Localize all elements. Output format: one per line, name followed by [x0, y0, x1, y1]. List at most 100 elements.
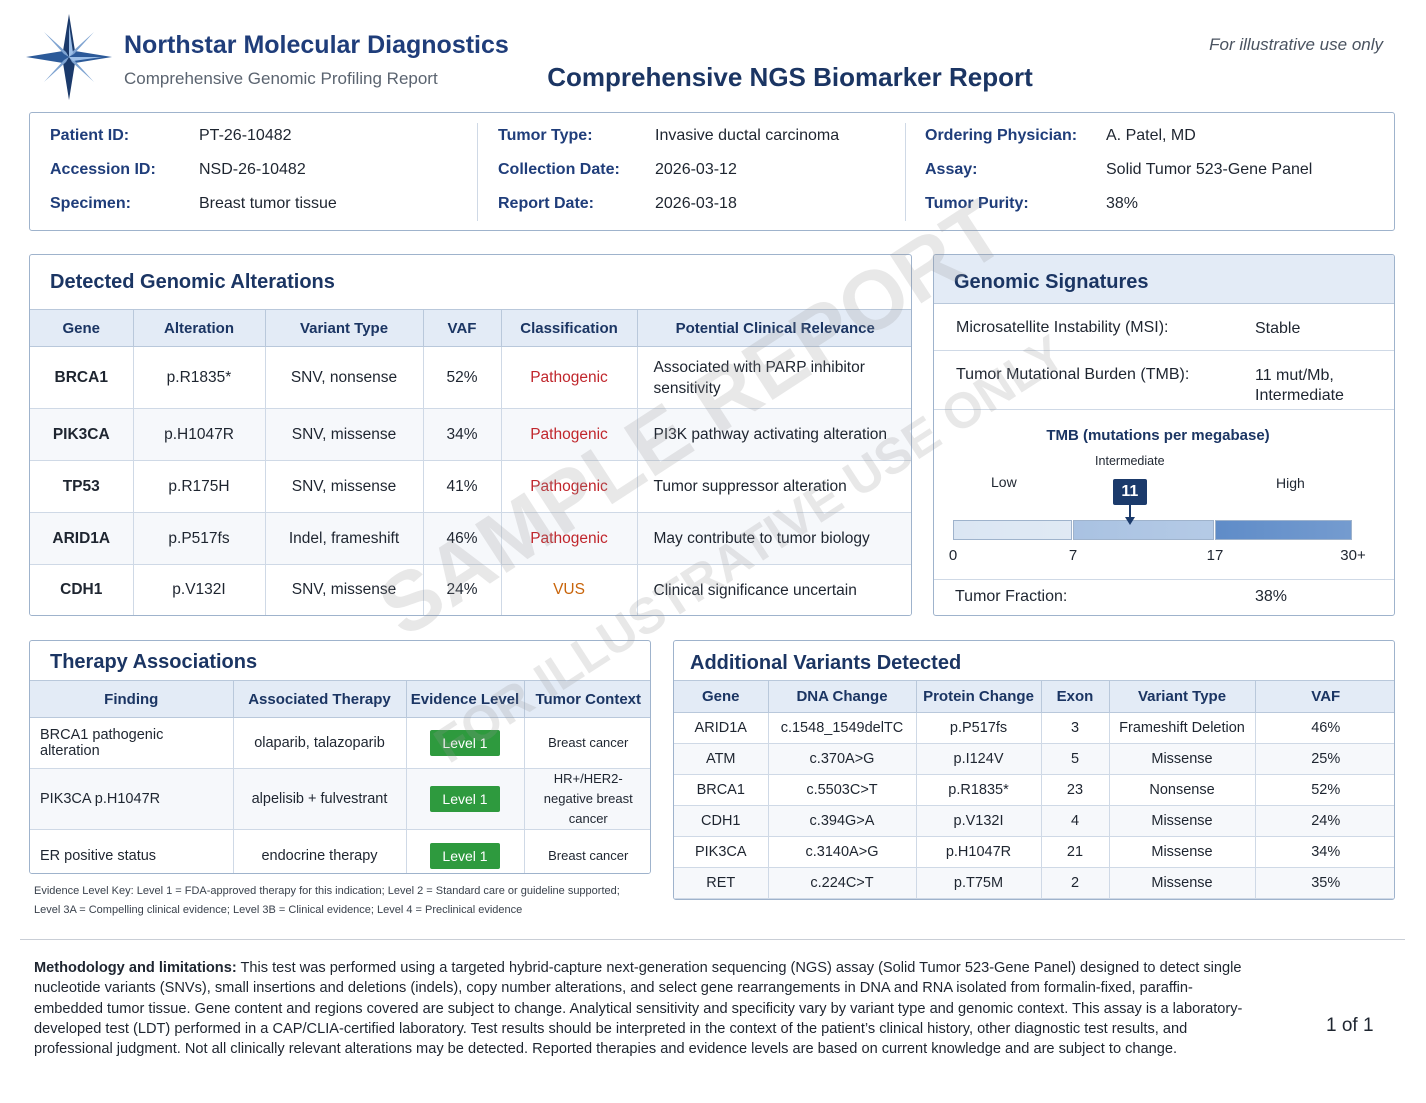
row: ER positive status endocrine therapy Level… — [30, 829, 650, 873]
cell: ARID1A — [30, 512, 134, 565]
field-value: PT-26-10482 — [199, 127, 292, 144]
cell: c.394G>A — [767, 805, 917, 837]
scale-intermediate: Intermediate — [1095, 454, 1165, 468]
tmb-pointer — [1128, 505, 1131, 519]
panel-title: Therapy Associations — [50, 651, 258, 673]
cell: p.V132I — [132, 564, 266, 615]
cell: c.370A>G — [767, 743, 917, 775]
cell: PIK3CA — [674, 836, 769, 868]
field-label: Ordering Physician: — [925, 127, 1078, 144]
field-value: 2026-03-12 — [655, 161, 737, 178]
cell: Missense — [1108, 743, 1256, 775]
cell: 52% — [422, 346, 502, 409]
scale-segment — [1073, 520, 1214, 540]
row: PIK3CA p.H1047R SNV, missense 34% Pathogenic… — [30, 408, 911, 461]
panel-title: Detected Genomic Alterations — [50, 271, 335, 293]
field-label: Tumor Type: — [498, 127, 593, 144]
methodology: Methodology and limitations: This test w… — [34, 958, 1259, 1059]
cell: c.5503C>T — [767, 774, 917, 806]
tmb-pointer-tip — [1124, 517, 1135, 525]
evidence-badge: Level 1 — [430, 786, 500, 812]
row: ATM c.370A>G p.I124V 5 Missense 25% — [674, 743, 1394, 775]
cell: p.V132I — [915, 805, 1042, 837]
signature-value: Stable — [1255, 320, 1301, 337]
cell: Pathogenic — [500, 512, 638, 565]
cell: SNV, missense — [264, 460, 424, 513]
row: CDH1 p.V132I SNV, missense 24% VUS Clinical s… — [30, 564, 911, 615]
column-header: Gene — [30, 309, 134, 347]
cell: PI3K pathway activating alteration — [636, 408, 911, 461]
column-header: Gene — [674, 680, 769, 713]
footer-rule — [20, 939, 1405, 940]
cell: TP53 — [30, 460, 134, 513]
field-value: A. Patel, MD — [1106, 127, 1196, 144]
cell: SNV, nonsense — [264, 346, 424, 409]
cell: Frameshift Deletion — [1108, 712, 1256, 744]
cell: Level 1 — [405, 717, 525, 769]
column-header: Variant Type — [1108, 680, 1256, 713]
additional-panel: Additional Variants Detected Gene DNA Cha… — [673, 640, 1395, 900]
table: Gene Alteration Variant Type VAF Classificat… — [30, 309, 911, 615]
cell: c.3140A>G — [767, 836, 917, 868]
cell: Missense — [1108, 805, 1256, 837]
signatures-panel: Genomic Signatures Microsatellite Instab… — [933, 254, 1395, 616]
evidence-badge: Level 1 — [430, 730, 500, 756]
cell: p.T75M — [915, 867, 1042, 899]
cell: CDH1 — [674, 805, 769, 837]
field-label: Collection Date: — [498, 161, 620, 178]
fraction-value: 38% — [1255, 588, 1288, 605]
cell: 5 — [1040, 743, 1110, 775]
column-header: VAF — [1254, 680, 1394, 713]
column-header: Classification — [500, 309, 638, 347]
cell: PIK3CA — [30, 408, 134, 461]
cell: Nonsense — [1108, 774, 1256, 806]
field-label: Tumor Purity: — [925, 195, 1029, 212]
scale-tick-label: 17 — [1206, 547, 1224, 564]
company-name: Northstar Molecular Diagnostics — [124, 31, 509, 59]
signature-label: Microsatellite Instability (MSI): — [956, 319, 1169, 336]
cell: PIK3CA p.H1047R — [30, 768, 234, 830]
cell: Pathogenic — [500, 460, 638, 513]
cell: c.224C>T — [767, 867, 917, 899]
table: Finding Associated Therapy Evidence Level T… — [30, 680, 650, 873]
cell: p.R1835* — [132, 346, 266, 409]
field-value: Invasive ductal carcinoma — [655, 127, 840, 144]
cell: BRCA1 — [30, 346, 134, 409]
column-header: Variant Type — [264, 309, 424, 347]
signature-value: 11 mut/Mb, Intermediate — [1255, 367, 1344, 404]
alterations-panel: Detected Genomic Alterations Gene Alterat… — [29, 254, 912, 616]
cell: ARID1A — [674, 712, 769, 744]
logo — [26, 14, 112, 100]
cell: 24% — [1254, 805, 1394, 837]
cell: olaparib, talazoparib — [232, 717, 407, 769]
therapy-panel: Therapy Associations Finding Associated T… — [29, 640, 651, 874]
column-header: Evidence Level — [405, 680, 525, 718]
cell: 41% — [422, 460, 502, 513]
row: TP53 p.R175H SNV, missense 41% Pathogenic Tum… — [30, 460, 911, 513]
cell: p.R1835* — [915, 774, 1042, 806]
scale-segment — [953, 520, 1072, 540]
field-value: Breast tumor tissue — [199, 195, 337, 212]
signature-label: Tumor Mutational Burden (TMB): — [956, 366, 1190, 383]
field-value: 2026-03-18 — [655, 195, 737, 212]
header-row: Gene DNA Change Protein Change Exon Variant … — [674, 680, 1394, 713]
cell: 34% — [422, 408, 502, 461]
cell: alpelisib + fulvestrant — [232, 768, 407, 830]
cell: Pathogenic — [500, 408, 638, 461]
cell: CDH1 — [30, 564, 134, 615]
cell: 24% — [422, 564, 502, 615]
cell: Level 1 — [405, 829, 525, 873]
column-header: DNA Change — [767, 680, 917, 713]
cell: Pathogenic — [500, 346, 638, 409]
cell: SNV, missense — [264, 564, 424, 615]
row: ARID1A c.1548_1549delTC p.P517fs 3 Frameshif… — [674, 712, 1394, 744]
cell: May contribute to tumor biology — [636, 512, 911, 565]
scale-low: Low — [991, 474, 1017, 490]
cell: ATM — [674, 743, 769, 775]
cell: 34% — [1254, 836, 1394, 868]
cell: 46% — [1254, 712, 1394, 744]
cell: BRCA1 pathogenic alteration — [30, 717, 234, 769]
methodology-label: Methodology and limitations: — [34, 960, 237, 976]
cell: 3 — [1040, 712, 1110, 744]
cell: endocrine therapy — [232, 829, 407, 873]
